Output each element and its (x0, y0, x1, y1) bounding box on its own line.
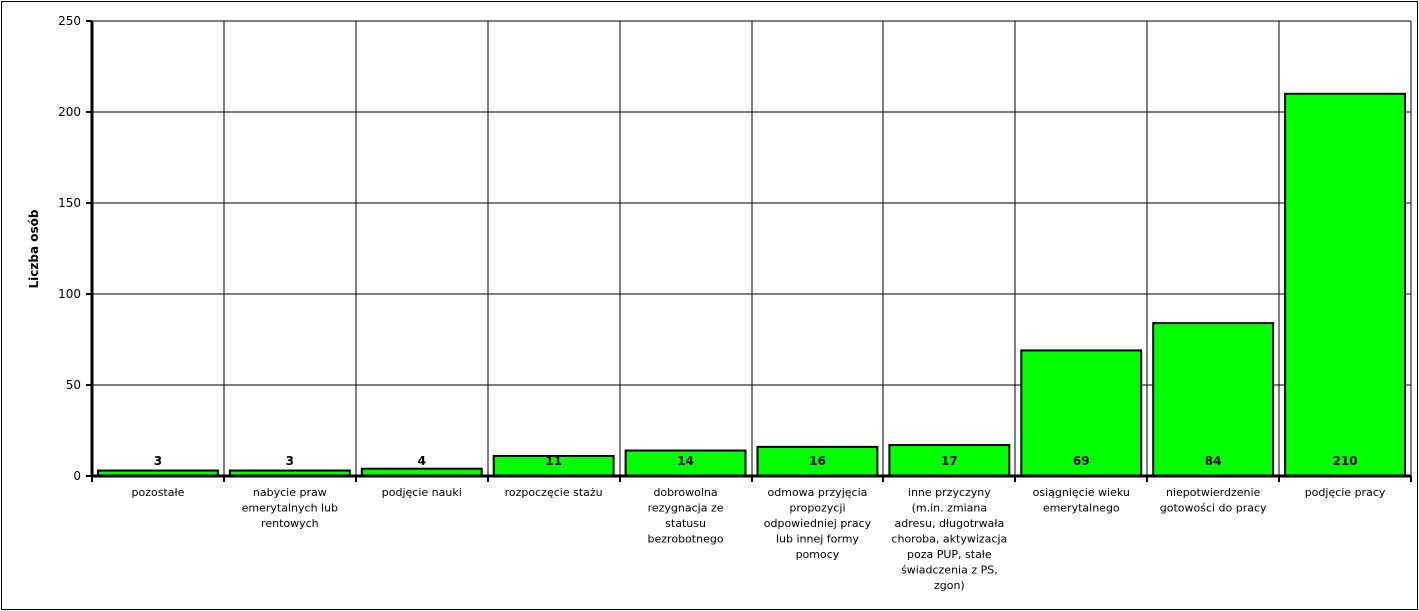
category-label: niepotwierdzenie gotowości do pracy (1160, 486, 1267, 515)
category-label: podjęcie nauki (382, 486, 462, 499)
category-label: inne przyczyny (m.in. zmiana adresu, długo… (891, 486, 1007, 592)
category-label: osiągnięcie wieku emerytalnego (1033, 486, 1130, 515)
bar (1284, 92, 1406, 478)
data-label: 3 (286, 454, 294, 468)
y-tick-label: 200 (58, 105, 81, 119)
category-label: nabycie praw emerytalnych lub rentowych (242, 486, 338, 530)
data-label: 210 (1333, 454, 1358, 468)
data-label: 11 (545, 454, 562, 468)
bar (888, 444, 1011, 477)
category-labels: pozostałe nabycie praw emerytalnych lub ren… (131, 486, 1385, 592)
bars (97, 92, 1406, 478)
category-label: pozostałe (131, 486, 184, 499)
bar (756, 445, 879, 478)
y-tick-labels: 0 50 100 150 200 250 (58, 14, 81, 483)
axes (86, 20, 1412, 482)
data-label: 69 (1073, 454, 1090, 468)
data-label: 84 (1205, 454, 1222, 468)
category-label: rozpoczęcie stażu (505, 486, 603, 499)
bar (624, 449, 747, 477)
y-axis-label: Liczba osób (27, 209, 41, 288)
category-label: dobrowolna rezygnacja ze statusu bezrobotne… (648, 486, 724, 546)
data-label: 3 (154, 454, 162, 468)
data-labels: 3 3 4 11 14 16 17 69 84 210 (154, 454, 1358, 468)
y-tick-label: 100 (58, 287, 81, 301)
y-tick-label: 50 (66, 378, 81, 392)
data-label: 4 (418, 454, 426, 468)
bar (1020, 349, 1143, 478)
data-label: 14 (677, 454, 694, 468)
y-tick-label: 150 (58, 196, 81, 210)
data-label: 17 (941, 454, 958, 468)
category-label: podjęcie pracy (1305, 486, 1386, 499)
data-label: 16 (809, 454, 826, 468)
y-tick-label: 250 (58, 14, 81, 28)
category-label: odmowa przyjęcia propozycji odpowiedniej p… (764, 486, 872, 561)
bar (1152, 322, 1275, 477)
y-tick-label: 0 (73, 469, 81, 483)
